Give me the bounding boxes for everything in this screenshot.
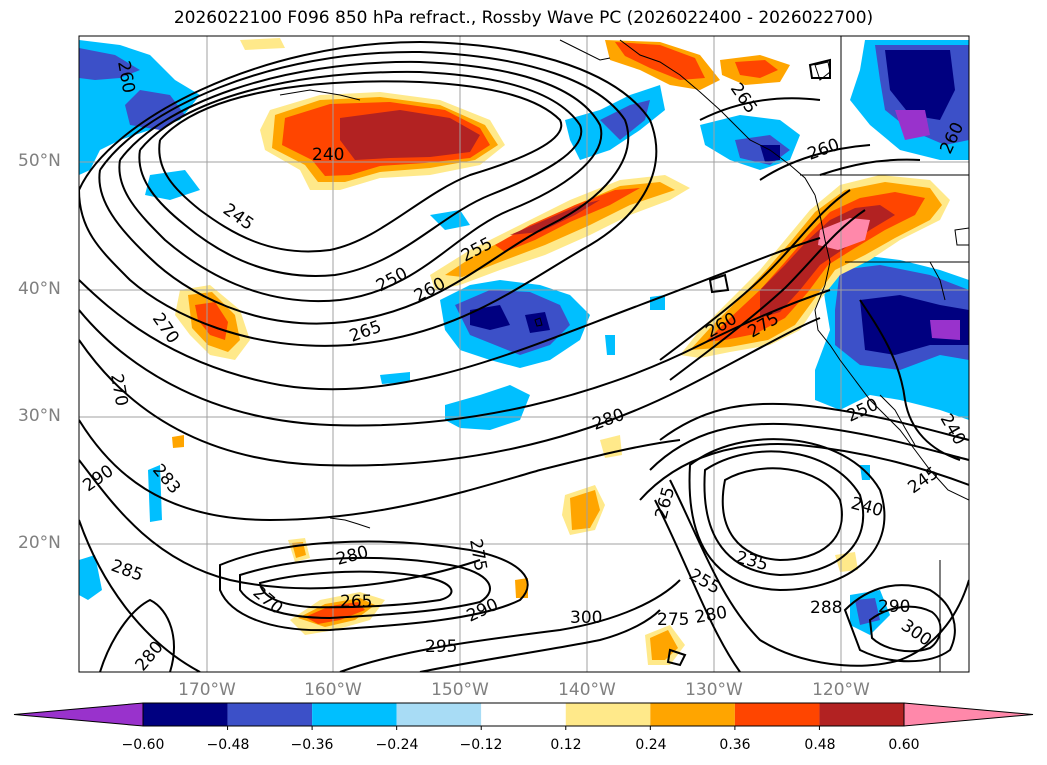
- colorbar-tick-label: −0.36: [290, 737, 334, 753]
- colorbar-tick-label: 0.48: [804, 737, 836, 753]
- colorbar-tick-label: −0.24: [375, 737, 419, 753]
- coastlines: [279, 39, 969, 529]
- colorbar-segment: [227, 703, 313, 726]
- lon-label: 140°W: [558, 680, 616, 700]
- negative-anomaly-shading: [79, 40, 969, 635]
- colorbar-tick-label: −0.48: [206, 737, 250, 753]
- colorbar-extend-min: [13, 702, 144, 727]
- contour-label: 275: [657, 610, 689, 630]
- contour-label: 288: [810, 598, 842, 618]
- colorbar-segment: [143, 703, 228, 726]
- colorbar-segment: [565, 703, 651, 726]
- colorbar-segment: [819, 703, 904, 726]
- lat-label: 20°N: [18, 533, 61, 553]
- lat-label: 30°N: [18, 406, 61, 426]
- refractivity-contours: [79, 40, 969, 672]
- lon-label: 120°W: [812, 680, 870, 700]
- colorbar-segment: [312, 703, 397, 726]
- gridlines: [79, 36, 969, 672]
- contour-label: 290: [878, 597, 910, 617]
- colorbar-tick-label: 0.24: [635, 737, 667, 753]
- lon-label: 160°W: [304, 680, 362, 700]
- colorbar-frame: [142, 702, 905, 727]
- colorbar-segment: [650, 703, 735, 726]
- colorbar-tick-label: −0.60: [121, 737, 165, 753]
- positive-anomaly-shading: [172, 38, 950, 665]
- colorbar-tick-label: 0.12: [550, 737, 582, 753]
- colorbar-extend-max: [903, 702, 1034, 727]
- colorbar-tick-label: 0.60: [888, 737, 920, 753]
- colorbar-tick-label: 0.36: [719, 737, 751, 753]
- colorbar-tick-label: −0.12: [459, 737, 503, 753]
- map-title: 2026022100 F096 850 hPa refract., Rossby…: [173, 8, 874, 28]
- colorbar-segment: [734, 703, 820, 726]
- lon-label: 170°W: [178, 680, 236, 700]
- contour-label: 295: [425, 637, 457, 657]
- lat-label: 50°N: [18, 151, 61, 171]
- lon-label: 150°W: [431, 680, 489, 700]
- contour-label: 240: [312, 145, 344, 165]
- colorbar-segments: [13, 702, 1034, 730]
- colorbar-segment: [396, 703, 482, 726]
- lat-label: 40°N: [18, 279, 61, 299]
- political-borders: [800, 36, 969, 672]
- map-frame: [78, 35, 970, 673]
- contour-label: 265: [340, 592, 372, 612]
- contour-label: 300: [570, 608, 602, 628]
- colorbar-segment: [481, 703, 566, 726]
- lon-label: 130°W: [685, 680, 743, 700]
